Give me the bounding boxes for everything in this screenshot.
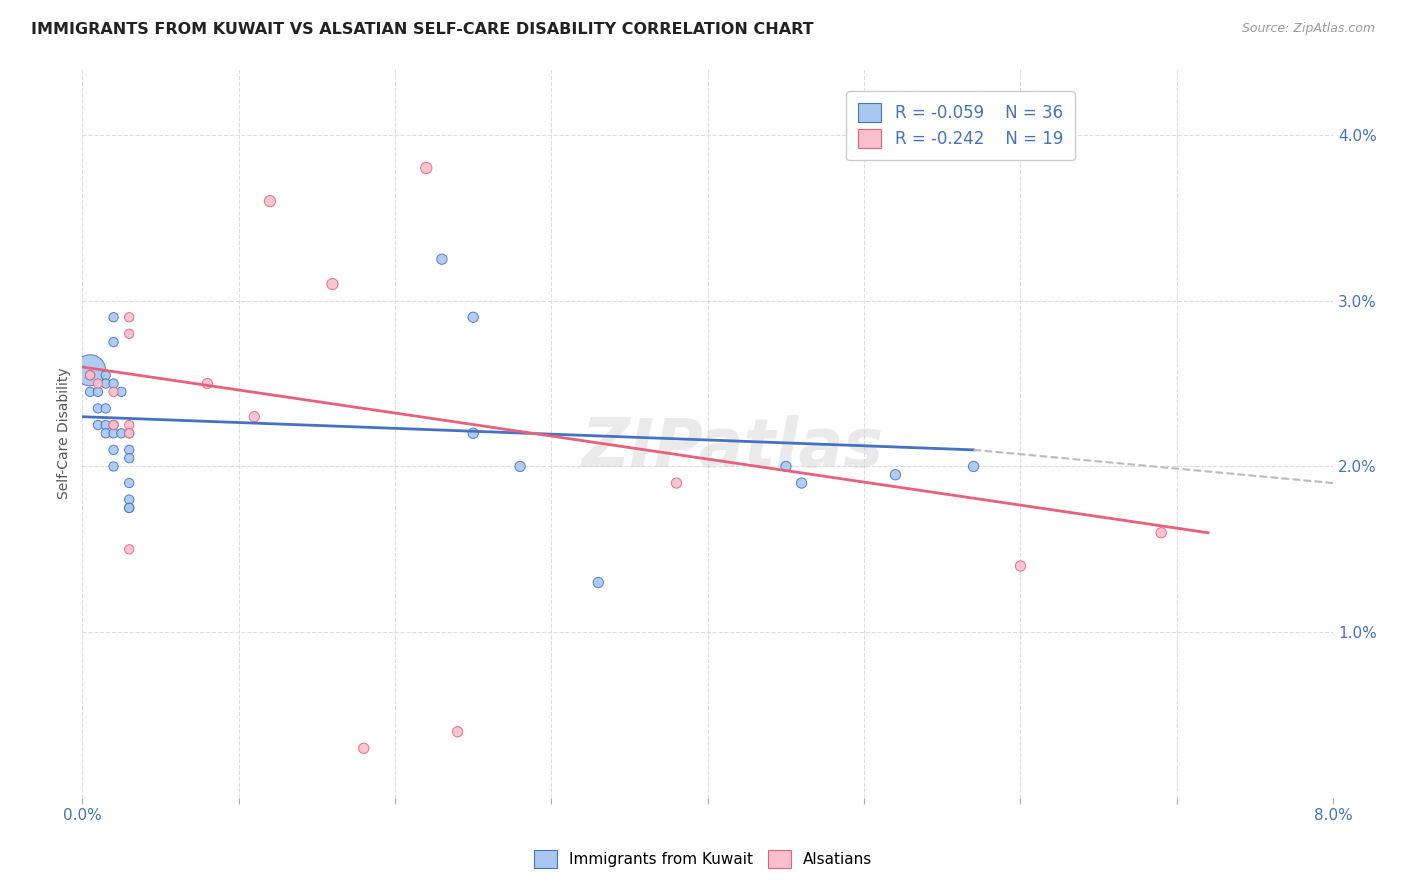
Point: [103, 417, 125, 432]
Point: [110, 426, 132, 441]
Point: [103, 384, 125, 399]
Point: [103, 417, 125, 432]
Point: [509, 459, 531, 474]
Point: [430, 252, 453, 267]
Point: [353, 741, 375, 756]
Point: [118, 500, 141, 515]
Point: [103, 442, 125, 457]
Point: [118, 426, 141, 441]
Legend: Immigrants from Kuwait, Alsatians: Immigrants from Kuwait, Alsatians: [526, 843, 880, 875]
Point: [1150, 525, 1173, 540]
Point: [103, 376, 125, 391]
Point: [118, 542, 141, 557]
Point: [118, 500, 141, 515]
Point: [79, 368, 101, 383]
Point: [118, 442, 141, 457]
Point: [962, 459, 984, 474]
Point: [94, 401, 117, 416]
Point: [118, 476, 141, 491]
Point: [87, 376, 110, 391]
Point: [790, 476, 813, 491]
Point: [87, 384, 110, 399]
Point: [321, 277, 343, 291]
Text: IMMIGRANTS FROM KUWAIT VS ALSATIAN SELF-CARE DISABILITY CORRELATION CHART: IMMIGRANTS FROM KUWAIT VS ALSATIAN SELF-…: [31, 22, 814, 37]
Point: [118, 310, 141, 325]
Point: [103, 335, 125, 350]
Point: [415, 161, 437, 175]
Point: [1010, 558, 1032, 573]
Point: [94, 417, 117, 432]
Point: [87, 417, 110, 432]
Point: [103, 459, 125, 474]
Y-axis label: Self-Care Disability: Self-Care Disability: [58, 368, 72, 500]
Point: [588, 575, 610, 590]
Point: [463, 426, 485, 441]
Text: Source: ZipAtlas.com: Source: ZipAtlas.com: [1241, 22, 1375, 36]
Point: [259, 194, 281, 209]
Point: [118, 451, 141, 466]
Point: [665, 476, 688, 491]
Point: [118, 417, 141, 432]
Point: [118, 426, 141, 441]
Point: [118, 326, 141, 341]
Point: [87, 401, 110, 416]
Point: [94, 426, 117, 441]
Point: [103, 310, 125, 325]
Point: [94, 376, 117, 391]
Point: [94, 368, 117, 383]
Point: [463, 310, 485, 325]
Point: [195, 376, 218, 391]
Point: [110, 384, 132, 399]
Point: [446, 724, 468, 739]
Legend: R = -0.059    N = 36, R = -0.242    N = 19: R = -0.059 N = 36, R = -0.242 N = 19: [846, 92, 1074, 160]
Point: [118, 492, 141, 507]
Text: ZIPatlas: ZIPatlas: [582, 415, 884, 481]
Point: [775, 459, 797, 474]
Point: [79, 363, 101, 377]
Point: [79, 384, 101, 399]
Point: [103, 426, 125, 441]
Point: [243, 409, 266, 424]
Point: [79, 368, 101, 383]
Point: [884, 467, 907, 482]
